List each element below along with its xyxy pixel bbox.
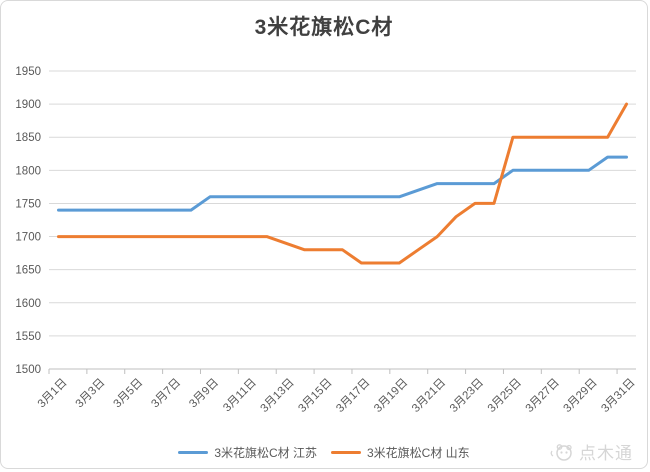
x-tick-label: 3月9日 <box>187 377 221 411</box>
x-tick-label: 3月7日 <box>149 377 183 411</box>
y-tick-label: 1750 <box>15 198 41 210</box>
series-line-jiangsu <box>57 155 628 212</box>
x-tick-label: 3月5日 <box>112 377 146 411</box>
y-tick-label: 1600 <box>15 298 41 310</box>
x-tick-label: 3月21日 <box>410 377 448 415</box>
dianmutong-logo-icon <box>550 443 572 461</box>
y-tick-label: 1800 <box>15 165 41 177</box>
x-tick-label: 3月1日 <box>36 377 70 411</box>
x-tick-label: 3月11日 <box>221 377 259 415</box>
y-axis-labels: 1500 1550 1600 1650 1700 1750 1800 1850 1900 1950 <box>15 66 41 376</box>
y-tick-label: 1950 <box>15 66 41 78</box>
gridlines <box>49 70 636 370</box>
legend-line-sample-jiangsu <box>178 451 209 454</box>
y-tick-label: 1650 <box>15 265 41 277</box>
x-tick-label: 3月13日 <box>258 377 296 415</box>
x-tick-label: 3月27日 <box>524 377 562 415</box>
x-axis-labels: 3月1日 3月3日 3月5日 3月7日 3月9日 3月11日 3月13日 3月15日 3月17日… <box>36 377 638 415</box>
x-tick-label: 3月31日 <box>599 377 637 415</box>
legend-label-shandong: 3米花旗松C材 山东 <box>367 446 470 460</box>
x-tick-label: 3月25日 <box>486 377 524 415</box>
legend-item-shandong: 3米花旗松C材 山东 <box>331 444 470 461</box>
y-tick-label: 1500 <box>15 364 41 376</box>
watermark-text: 点木通 <box>579 444 633 463</box>
y-tick-label: 1850 <box>15 132 41 144</box>
y-tick-label: 1550 <box>15 331 41 343</box>
watermark: 点木通 <box>550 439 633 464</box>
x-tick-label: 3月15日 <box>296 377 334 415</box>
x-tick-label: 3月3日 <box>74 377 108 411</box>
x-tick-label: 3月23日 <box>448 377 486 415</box>
x-tick-label: 3月19日 <box>372 377 410 415</box>
x-axis-ticks <box>48 369 618 374</box>
y-tick-label: 1700 <box>15 232 41 244</box>
legend: 3米花旗松C材 江苏 3米花旗松C材 山东 <box>1 444 647 461</box>
legend-item-jiangsu: 3米花旗松C材 江苏 <box>178 444 317 461</box>
x-tick-label: 3月17日 <box>334 377 372 415</box>
x-tick-label: 3月29日 <box>561 377 599 415</box>
legend-label-jiangsu: 3米花旗松C材 江苏 <box>214 446 317 460</box>
legend-line-sample-shandong <box>331 451 361 454</box>
y-tick-label: 1900 <box>15 99 41 111</box>
chart-title: 3米花旗松C材 <box>254 16 394 39</box>
series-line-shandong <box>57 102 628 265</box>
